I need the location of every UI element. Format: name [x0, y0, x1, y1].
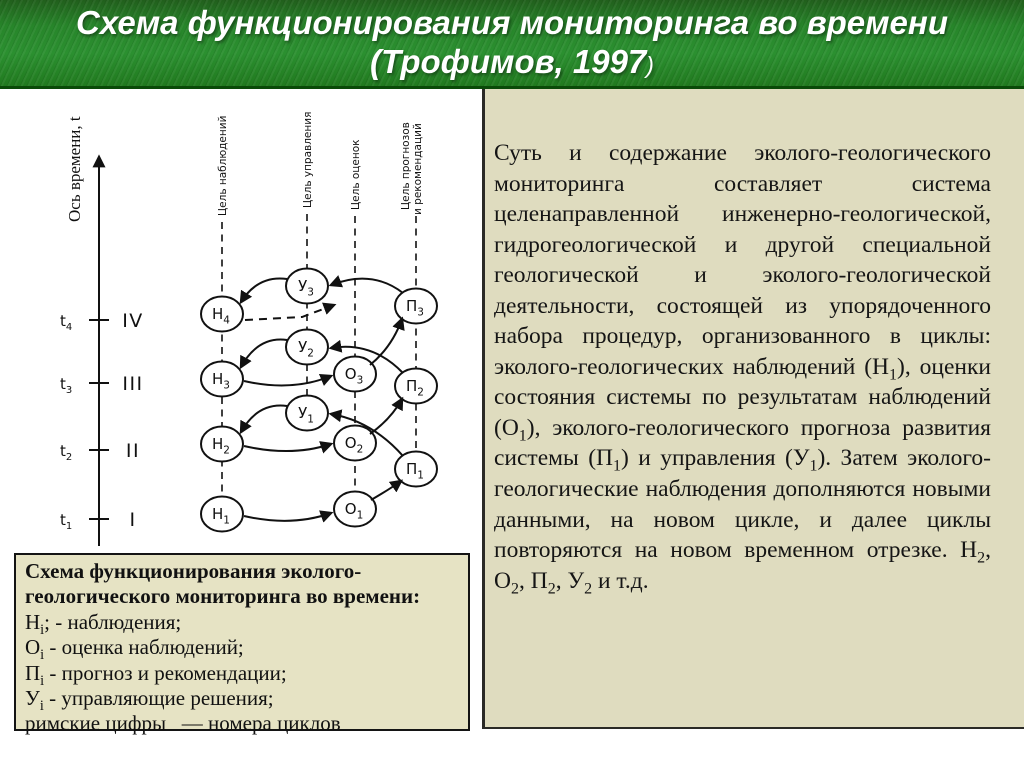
- legend-box: Схема функционирования эколого-геологиче…: [14, 553, 470, 735]
- node-label-H2: Н2: [212, 435, 230, 457]
- diagram-nodes: [200, 267, 438, 533]
- goal-column-lines: [221, 214, 417, 517]
- node-label-H1: Н1: [212, 505, 230, 527]
- node-labels: Н1 Н2 Н3 Н4 У1 У2 У3 О1 О2 О3 П1 П2 П3: [212, 277, 424, 527]
- node-circle-U2: [285, 328, 329, 366]
- flow-arrow-H3-O3: [243, 373, 334, 387]
- node-circle-O3: [333, 355, 377, 393]
- cycle-number-II: II: [126, 440, 140, 462]
- flow-arrow-U1-H2: [239, 404, 288, 435]
- axis-ticks: t4 IV t3 III t2 II t1 I: [60, 310, 144, 532]
- goal-label-forecasts-line2: и рекомендаций: [412, 123, 424, 215]
- node-label-H4: Н4: [212, 305, 230, 327]
- node-circle-O1: [333, 490, 377, 528]
- time-axis: Ось времени, t: [65, 116, 106, 546]
- legend-title: Схема функционирования эколого-геологиче…: [25, 559, 421, 609]
- goal-label-observations: Цель наблюдений: [217, 116, 229, 216]
- flow-arrow-P3-U3: [328, 275, 404, 294]
- node-label-P1: П1: [406, 460, 424, 482]
- node-circle-P3: [394, 287, 438, 325]
- monitoring-cycle-diagram: Ось времени, t t4 IV t3 III t2 II t1: [60, 112, 438, 546]
- legend-item-forecast: Пi - прогноз и рекомендации;: [25, 660, 287, 689]
- flow-arrow-H2-O2: [243, 441, 334, 454]
- node-circle-P2: [394, 367, 438, 405]
- svg-text:t1: t1: [60, 511, 72, 532]
- legend-item-management: Уi - управляющие решения;: [25, 686, 274, 715]
- flow-arrow-U2-H3: [239, 338, 288, 370]
- slide-title-close-paren: ): [646, 52, 654, 78]
- node-circle-U3: [285, 267, 329, 305]
- node-label-U2: У2: [298, 338, 314, 360]
- node-label-P3: П3: [406, 297, 424, 319]
- continuation-arrow-dashed: [244, 302, 337, 321]
- flow-arrow-H1-O1: [243, 510, 334, 523]
- node-label-H3: Н3: [212, 370, 230, 392]
- main-paragraph: Суть и содержание эколого-геологического…: [494, 140, 992, 598]
- flow-arrow-P1-U1: [328, 409, 404, 457]
- time-axis-label: Ось времени, t: [65, 116, 84, 222]
- axis-tick-t1: t1 I: [60, 509, 136, 532]
- axis-tick-t2: t2 II: [60, 440, 140, 463]
- flow-arrow-O3-P3: [369, 316, 405, 366]
- node-circle-U1: [285, 394, 329, 432]
- text-panel: Суть и содержание эколого-геологического…: [482, 89, 1024, 729]
- node-circle-P1: [394, 450, 438, 488]
- node-label-O1: О1: [345, 500, 364, 522]
- node-label-O3: О3: [345, 365, 364, 387]
- legend-item-assessment: Оi - оценка наблюдений;: [25, 635, 244, 664]
- node-label-U3: У3: [298, 277, 314, 299]
- slide-header: Схема функционирования мониторинга во вр…: [0, 0, 1024, 89]
- flow-arrow-U3-H4: [239, 277, 288, 305]
- svg-text:t4: t4: [60, 312, 72, 333]
- cycle-arrows: [239, 275, 405, 523]
- node-circle-H4: [200, 295, 244, 333]
- legend-item-observations: Нi; - наблюдения;: [25, 609, 182, 638]
- node-circle-O2: [333, 424, 377, 462]
- node-label-U1: У1: [298, 404, 314, 426]
- goal-label-management: Цель управления: [302, 112, 314, 208]
- slide-title-line-1: Схема функционирования мониторинга во вр…: [75, 4, 949, 41]
- flow-arrow-O2-P2: [369, 396, 404, 435]
- node-label-P2: П2: [406, 377, 424, 399]
- flow-arrow-O1-P1: [370, 479, 404, 501]
- node-circle-H3: [200, 360, 244, 398]
- goal-label-assessments: Цель оценок: [350, 139, 362, 210]
- svg-text:t2: t2: [60, 442, 72, 463]
- slide-title-line-2: (Трофимов, 1997): [370, 42, 654, 85]
- node-circle-H2: [200, 425, 244, 463]
- node-label-O2: О2: [345, 434, 364, 456]
- slide-title-reference: (Трофимов, 1997: [370, 43, 647, 80]
- goal-label-forecasts-line1: Цель прогнозов: [400, 122, 412, 210]
- cycle-number-III: III: [122, 373, 143, 395]
- svg-text:t3: t3: [60, 375, 72, 396]
- axis-tick-t4: t4 IV: [60, 310, 144, 333]
- axis-tick-t3: t3 III: [60, 373, 143, 396]
- flow-arrow-P2-U2: [328, 339, 404, 374]
- goal-column-labels: Цель наблюдений Цель управления Цель оце…: [217, 112, 424, 216]
- node-circle-H1: [200, 495, 244, 533]
- cycle-number-IV: IV: [122, 310, 144, 332]
- legend-footer: римские цифры — номера циклов: [25, 711, 341, 736]
- cycle-number-I: I: [129, 509, 136, 531]
